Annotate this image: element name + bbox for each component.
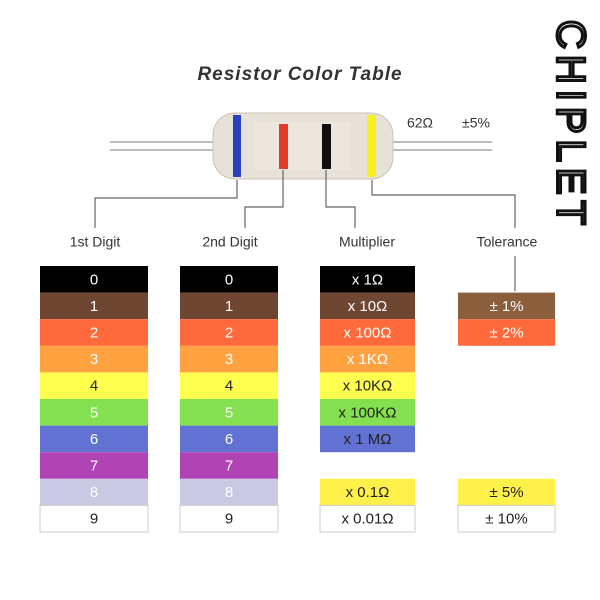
digit: 9 xyxy=(225,511,233,528)
digit: 9 xyxy=(90,511,98,528)
multiplier-cell xyxy=(320,399,415,426)
digit-cell xyxy=(179,504,279,533)
digit-cell xyxy=(40,345,148,373)
header: Tolerance xyxy=(477,234,538,250)
digit-cell xyxy=(180,345,278,373)
multiplier-cell xyxy=(320,319,415,346)
multiplier: x 1KΩ xyxy=(347,351,388,368)
digit: 3 xyxy=(225,351,233,368)
multiplier: x 0.1Ω xyxy=(346,484,390,501)
digit-cell xyxy=(180,452,278,479)
digit-cell xyxy=(40,292,148,320)
digit-cell xyxy=(180,399,278,426)
tolerance-cell xyxy=(457,504,556,533)
digit: 8 xyxy=(225,484,233,501)
tolerance-cell xyxy=(458,319,555,346)
digit: 5 xyxy=(90,404,98,421)
digit-cell xyxy=(40,319,148,346)
multiplier: x 100KΩ xyxy=(339,404,397,421)
digit-cell xyxy=(180,319,278,346)
digit-cell xyxy=(40,399,148,426)
multiplier: x 100Ω xyxy=(344,324,392,341)
multiplier-cell xyxy=(320,266,415,293)
digit-cell xyxy=(180,425,278,453)
digit: 3 xyxy=(90,351,98,368)
multiplier-cell xyxy=(320,372,415,399)
title: Resistor Color Table xyxy=(197,64,402,85)
tolerance-label: ±5% xyxy=(462,115,490,131)
multiplier: x 1 MΩ xyxy=(344,431,392,448)
digit: 2 xyxy=(90,324,98,341)
multiplier: x 10Ω xyxy=(348,298,388,315)
digit: 4 xyxy=(90,378,98,395)
digit: 2 xyxy=(225,324,233,341)
multiplier: x 0.01Ω xyxy=(341,511,393,528)
digit: 5 xyxy=(225,404,233,421)
multiplier-cell xyxy=(320,425,415,453)
tolerance: ± 2% xyxy=(489,324,523,341)
multiplier: x 10KΩ xyxy=(343,378,393,395)
digit-cell xyxy=(40,372,148,399)
digit-cell xyxy=(180,478,278,506)
tolerance: ± 5% xyxy=(489,484,523,501)
multiplier-cell xyxy=(320,478,415,506)
tolerance-cell xyxy=(458,292,555,320)
resistance-label: 62Ω xyxy=(407,115,433,131)
digit: 7 xyxy=(225,457,233,474)
digit: 7 xyxy=(90,457,98,474)
digit: 6 xyxy=(90,431,98,448)
digit: 1 xyxy=(90,298,98,315)
tolerance: ± 10% xyxy=(485,511,527,528)
multiplier: x 1Ω xyxy=(352,271,383,288)
digit-cell xyxy=(180,266,278,293)
connectors xyxy=(94,170,516,291)
digit: 4 xyxy=(225,378,233,395)
digit: 8 xyxy=(90,484,98,501)
tolerance-cell xyxy=(458,478,555,506)
digit-cell xyxy=(40,425,148,453)
multiplier-cell xyxy=(319,504,416,533)
tolerance: ± 1% xyxy=(489,298,523,315)
digit-cell xyxy=(40,266,148,293)
multiplier-cell xyxy=(320,292,415,320)
header: 2nd Digit xyxy=(202,234,257,250)
digit-cell xyxy=(180,292,278,320)
header: Multiplier xyxy=(339,234,395,250)
digit-cell xyxy=(180,372,278,399)
digit: 1 xyxy=(225,298,233,315)
digit: 0 xyxy=(90,271,98,288)
multiplier-cell xyxy=(320,345,415,373)
header: 1st Digit xyxy=(70,234,121,250)
digit-cell xyxy=(40,452,148,479)
digit-cell xyxy=(40,478,148,506)
resistor xyxy=(110,112,492,180)
digit-cell xyxy=(39,504,149,533)
digit: 6 xyxy=(225,431,233,448)
digit: 0 xyxy=(225,271,233,288)
logo: CHIPLET xyxy=(548,20,592,231)
